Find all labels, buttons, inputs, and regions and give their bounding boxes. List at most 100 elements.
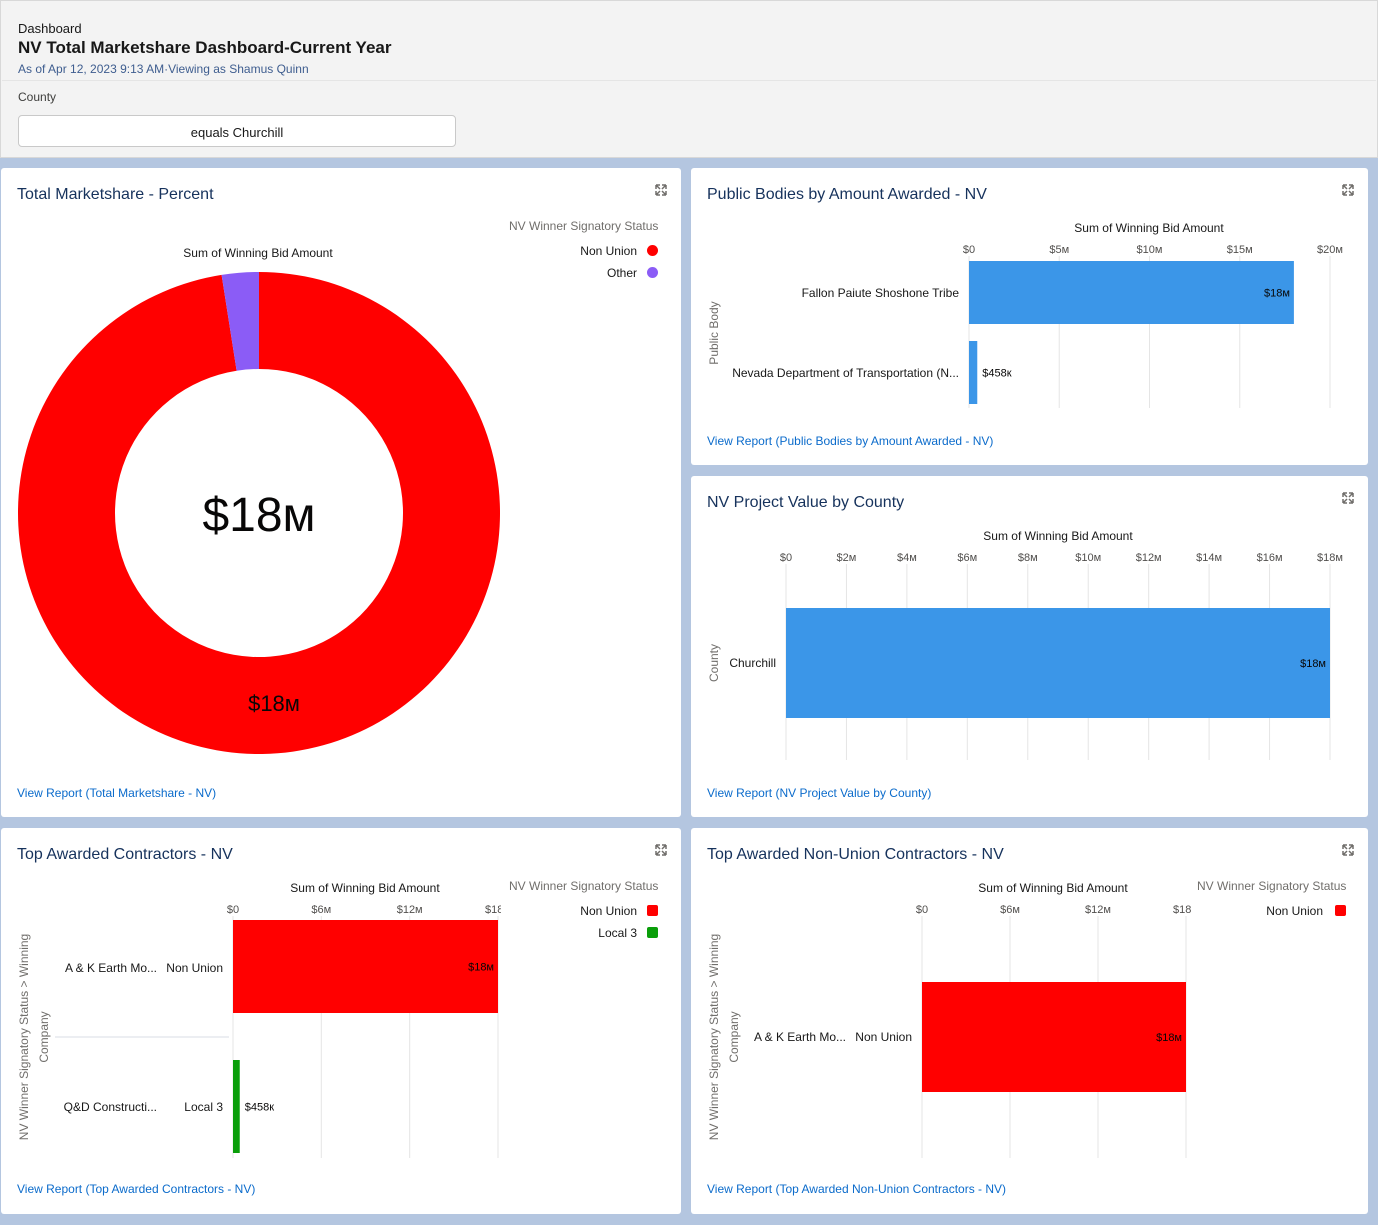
donut-center-value: $18м [202,489,315,542]
page-title: NV Total Marketshare Dashboard-Current Y… [18,38,392,57]
legend-item-local-3: Local 3 [598,926,637,940]
y-axis-title: County [707,644,721,682]
axis-title: Sum of Winning Bid Amount [1074,221,1224,235]
expand-icon[interactable] [1342,184,1354,196]
tick-label: $10м [1075,552,1101,564]
expand-icon[interactable] [655,184,667,196]
axis-title: Sum of Winning Bid Amount [978,881,1128,895]
legend-swatch-non-union [1335,905,1346,916]
header-divider [2,80,1376,81]
page-subtitle: As of Apr 12, 2023 9:13 AM·Viewing as Sh… [18,62,309,76]
card-title: Total Marketshare - Percent [17,186,214,203]
category-label: Local 3 [184,1100,223,1114]
view-report-link[interactable]: View Report (NV Project Value by County) [707,786,932,800]
county-chart: Sum of Winning Bid Amount County $0 $2м $4… [707,529,1343,760]
legend-swatch-other [647,267,658,278]
tick-label: $16м [1257,552,1283,564]
tick-label: $6м [957,552,977,564]
bar[interactable] [786,608,1330,718]
view-report-link[interactable]: View Report (Top Awarded Non-Union Contr… [707,1182,1007,1196]
axis-title: Sum of Winning Bid Amount [983,529,1133,543]
bar-value-label: $458к [982,368,1011,380]
nonunion-chart: Sum of Winning Bid Amount NV Winner Sign… [707,881,1191,1158]
card-title: Top Awarded Non-Union Contractors - NV [707,846,1004,863]
county-filter-button[interactable]: equals Churchill [18,115,456,147]
category-label: Non Union [855,1030,912,1044]
tick-label: $8м [1018,552,1038,564]
bar-value-label: $18м [468,962,494,974]
category-label: A & K Earth Mo... [754,1030,846,1044]
bar[interactable] [969,261,1294,324]
legend-item-other: Other [606,266,637,280]
tick-label: $12м [1085,904,1111,916]
filter-label: County [18,90,57,104]
top-contractors-card: Top Awarded Contractors - NV NV Winner S… [1,828,681,1214]
category-label: A & K Earth Mo... [65,961,157,975]
view-report-link[interactable]: View Report (Total Marketshare - NV) [17,786,217,800]
y-axis-title: NV Winner Signatory Status > Winning [707,934,721,1140]
category-label: Non Union [166,961,223,975]
bar[interactable] [922,982,1186,1092]
bar-value-label: $18м [1300,658,1326,670]
category-label: Q&D Constructi... [64,1100,157,1114]
y-axis-title-line2: Company [727,1011,741,1062]
card-title: Top Awarded Contractors - NV [17,846,233,863]
tick-label: $0 [780,552,792,564]
expand-icon[interactable] [1342,844,1354,856]
tick-label: $15м [1227,244,1253,256]
county-card: NV Project Value by County Sum of Winnin… [691,476,1368,817]
category-label: Churchill [729,656,776,670]
slice-data-label: $18м [248,691,300,716]
card-title: Public Bodies by Amount Awarded - NV [707,186,987,203]
chart-measure-label: Sum of Winning Bid Amount [183,246,333,260]
bar[interactable] [969,341,978,404]
tick-label: $10м [1137,244,1163,256]
tick-label: $12м [397,904,423,916]
bar[interactable] [233,920,498,1013]
marketshare-card: Total Marketshare - Percent NV Winner Si… [1,168,681,817]
expand-icon[interactable] [1342,492,1354,504]
legend-item-non-union: Non Union [580,244,637,258]
tick-label: $2м [837,552,857,564]
tick-label: $0 [227,904,239,916]
tick-label: $18м [1317,552,1343,564]
donut-slice-non-union[interactable] [18,272,501,754]
legend-item-non-union: Non Union [580,904,637,918]
expand-icon[interactable] [655,844,667,856]
tick-label: $6м [1000,904,1020,916]
legend-swatch-non-union [647,245,658,256]
tick-label: $0 [916,904,928,916]
y-axis-title: NV Winner Signatory Status > Winning [17,934,31,1140]
tick-label: $4м [897,552,917,564]
bar-value-label: $18м [1156,1032,1182,1044]
tick-label: $0 [963,244,975,256]
bar-value-label: $458к [245,1102,274,1114]
nonunion-card: Top Awarded Non-Union Contractors - NV N… [691,828,1368,1214]
dashboard-header: Dashboard NV Total Marketshare Dashboard… [0,0,1378,158]
category-label: Fallon Paiute Shoshone Tribe [802,286,960,300]
y-axis-title: Public Body [707,301,721,364]
legend-item-non-union: Non Union [1266,904,1323,918]
category-label: Nevada Department of Transportation (N..… [732,366,959,380]
public-bodies-chart: Sum of Winning Bid Amount Public Body $0… [707,221,1343,408]
tick-label: $6м [311,904,331,916]
tick-label: $5м [1049,244,1069,256]
axis-title: Sum of Winning Bid Amount [290,881,440,895]
tick-label: $20м [1317,244,1343,256]
bar[interactable] [233,1060,240,1153]
view-report-link[interactable]: View Report (Public Bodies by Amount Awa… [707,434,994,448]
legend-swatch-local-3 [647,927,658,938]
tick-label: $18м [485,904,501,916]
public-bodies-card: Public Bodies by Amount Awarded - NV Sum… [691,168,1368,465]
legend-title: NV Winner Signatory Status [509,219,659,233]
bar-value-label: $18м [1264,288,1290,300]
y-axis-title-line2: Company [37,1011,51,1062]
tick-label: $12м [1136,552,1162,564]
donut-chart: Sum of Winning Bid Amount $18м $18м [18,246,501,754]
view-report-link[interactable]: View Report (Top Awarded Contractors - N… [17,1182,256,1196]
top-contractors-chart: Sum of Winning Bid Amount NV Winner Sign… [17,881,501,1158]
card-title: NV Project Value by County [707,494,905,511]
legend-title: NV Winner Signatory Status [1197,879,1347,893]
legend-swatch-non-union [647,905,658,916]
donut-slice-other[interactable] [221,272,259,371]
